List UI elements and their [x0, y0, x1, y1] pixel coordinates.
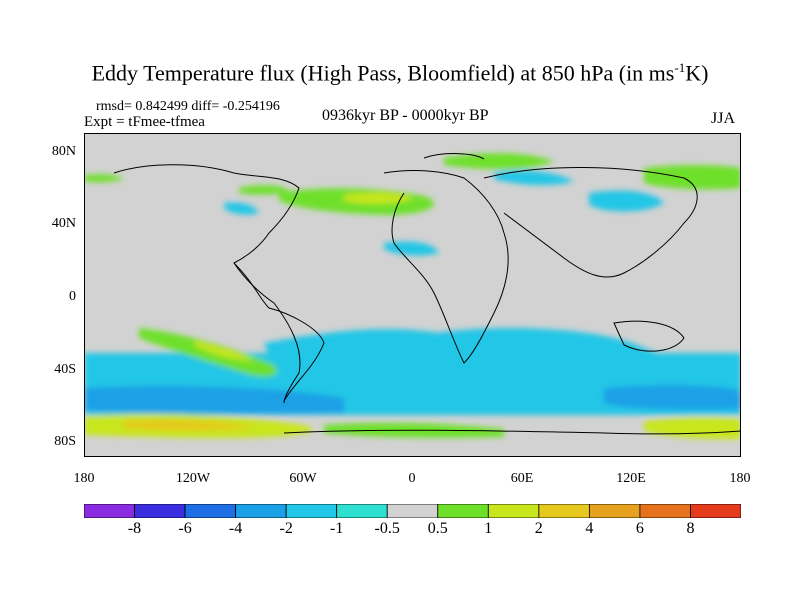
contour-siberia-blue	[494, 170, 574, 186]
colorbar-swatch	[588, 504, 641, 518]
statistics-label: rmsd= 0.842499 diff= -0.254196	[96, 99, 280, 114]
lat-label-40n: 40N	[51, 216, 76, 231]
colorbar-swatch	[235, 504, 287, 518]
colorbar-swatch	[336, 504, 388, 518]
colorbar-label: 1	[484, 520, 493, 537]
contour-bering-green	[644, 164, 741, 190]
lon-label-0: 0	[408, 471, 416, 486]
colorbar-label: -8	[127, 520, 142, 537]
colorbar-label: -6	[178, 520, 192, 537]
colorbar-swatch	[84, 504, 135, 518]
lon-label-120e: 120E	[616, 471, 646, 486]
colorbar-swatch	[386, 504, 439, 518]
lon-label-180w: 180	[73, 471, 95, 486]
contour-south-pacific-yellow	[194, 341, 254, 361]
contour-south-pacific-green	[139, 328, 278, 377]
colorbar-label: 6	[635, 520, 644, 537]
lon-label-180e: 180	[729, 471, 751, 486]
colorbar-swatch	[437, 504, 489, 518]
figure-title: Eddy Temperature flux (High Pass, Bloomf…	[91, 60, 709, 86]
colorbar-swatch	[184, 504, 237, 518]
contour-north-atlantic-yellow	[344, 192, 414, 204]
contour-north-america-blue	[224, 202, 259, 215]
contour-subtropic-blue	[384, 241, 439, 256]
colorbar-swatch	[134, 504, 186, 518]
season-label: JJA	[711, 110, 736, 127]
colorbar-swatch	[285, 504, 338, 518]
contour-north-pacific-blue	[589, 190, 664, 212]
lon-label-120w: 120W	[175, 471, 211, 486]
contour-deep-blue-south	[84, 386, 344, 414]
experiment-label: Expt = tFmee-tfmea	[84, 114, 205, 130]
colorbar-label: 8	[686, 520, 695, 537]
colorbar-swatch	[639, 504, 691, 518]
colorbar-label: -4	[228, 520, 243, 537]
colorbar	[84, 504, 741, 518]
lat-label-80s: 80S	[54, 434, 76, 449]
colorbar-label: 4	[585, 520, 594, 537]
contour-antarctic-orange-west	[124, 419, 254, 431]
colorbar-label: 0.5	[427, 520, 448, 537]
lat-label-80n: 80N	[51, 144, 76, 159]
map-frame	[84, 133, 741, 457]
contour-hudson-green	[239, 185, 289, 195]
coastlines	[113, 153, 741, 435]
contour-arctic-green	[444, 153, 554, 170]
colorbar-swatch	[487, 504, 540, 518]
colorbar-label: -1	[330, 520, 344, 537]
map-panel	[84, 133, 741, 457]
colorbar-swatch	[690, 504, 741, 518]
contour-deep-blue-southeast	[604, 385, 741, 410]
contour-alaska-green	[84, 174, 124, 183]
colorbar-label: -0.5	[374, 520, 400, 537]
colorbar-swatch	[538, 504, 590, 518]
lat-label-40s: 40S	[54, 362, 76, 377]
colorbar-label: 2	[534, 520, 543, 537]
lon-label-60e: 60E	[510, 471, 534, 486]
lat-label-eq: 0	[69, 289, 76, 304]
period-label: 0936kyr BP - 0000kyr BP	[322, 107, 489, 124]
contour-south-indian	[434, 328, 689, 389]
colorbar-label: -2	[279, 520, 293, 537]
lon-label-60w: 60W	[289, 471, 317, 486]
